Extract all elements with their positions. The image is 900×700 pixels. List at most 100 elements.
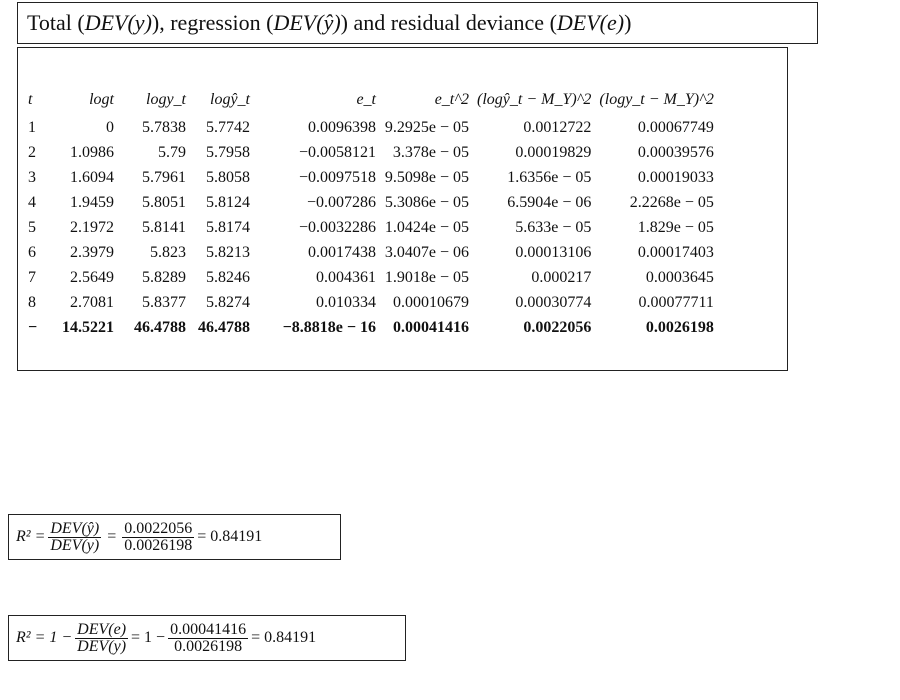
table-row: 7 2.5649 5.8289 5.8246 0.004361 1.9018e − 05 0… [24,265,718,290]
title-text-3: ) and residual deviance ( [340,10,557,35]
cell-logyhat: 5.8124 [206,193,250,211]
formula1-numerator: DEV(ŷ) [48,519,102,538]
cell-regression-square: 0.00013106 [515,243,592,261]
total-residual: −8.8818e − 16 [282,318,376,336]
cell-total-square: 0.00039576 [637,143,714,161]
cell-residual: −0.0097518 [298,168,376,186]
r-squared-residual-formula: R² = 1 − DEV(e) DEV(y) = 1 − 0.00041416 … [8,615,406,661]
cell-logy: 5.8141 [142,218,186,236]
cell-total-square: 0.00019033 [637,168,714,186]
cell-residual-squared: 9.5098e − 05 [384,168,469,186]
table-header-row: t logt logy_t logŷ_t e_t e_t^2 (logŷ_t −… [24,85,718,115]
cell-residual: 0.004361 [316,268,376,286]
cell-logyhat: 5.7742 [206,118,250,136]
cell-t: 1 [28,118,36,136]
formula2-fraction-symbolic: DEV(e) DEV(y) [75,620,129,655]
cell-t: 4 [28,193,36,211]
header-logy: logy_t [146,91,186,108]
cell-t: 3 [28,168,36,186]
cell-residual: 0.0017438 [308,243,376,261]
title-text-1: Total ( [27,10,85,35]
formula2-lhs: R² = 1 − [16,629,73,646]
cell-t: 7 [28,268,36,286]
title-text-4: ) [624,10,632,35]
formula2-numeric-numerator: 0.00041416 [168,620,249,639]
table-row: 6 2.3979 5.823 5.8213 0.0017438 3.0407e − 06 0… [24,240,718,265]
deviance-table-box: t logt logy_t logŷ_t e_t e_t^2 (logŷ_t −… [17,47,788,371]
formula1-numeric-denominator: 0.0026198 [124,536,193,554]
formula1-result: = 0.84191 [197,528,263,545]
total-regression-square: 0.0022056 [523,318,592,336]
cell-total-square: 0.00077711 [638,293,714,311]
cell-t: 2 [28,143,36,161]
total-total-square: 0.0026198 [645,318,714,336]
table-body: 1 0 5.7838 5.7742 0.0096398 9.2925e − 05 0.001… [24,115,718,340]
total-residual-squared: 0.00041416 [393,318,469,336]
cell-logyhat: 5.8174 [206,218,250,236]
cell-residual: −0.007286 [306,193,376,211]
title-symbol-total-deviance: DEV(y) [84,10,152,35]
formula1-fraction-symbolic: DEV(ŷ) DEV(y) [48,519,102,554]
cell-logt: 1.6094 [70,168,114,186]
cell-logyhat: 5.8213 [206,243,250,261]
cell-residual-squared: 0.00010679 [393,293,469,311]
cell-residual-squared: 9.2925e − 05 [384,118,469,136]
table-row: 4 1.9459 5.8051 5.8124 −0.007286 5.3086e − 05… [24,190,718,215]
title-symbol-regression-deviance: DEV(ŷ) [273,10,341,35]
cell-regression-square: 0.000217 [531,268,592,286]
header-regression-square: (logŷ_t − M_Y)^2 [477,91,592,108]
cell-regression-square: 1.6356e − 05 [507,168,592,186]
table-row: 3 1.6094 5.7961 5.8058 −0.0097518 9.5098e − 0… [24,165,718,190]
table-title: Total (DEV(y)), regression (DEV(ŷ)) and … [17,2,818,44]
header-residual: e_t [356,91,376,108]
cell-total-square: 0.0003645 [645,268,714,286]
header-t: t [28,91,33,108]
formula2-numeric-denominator: 0.0026198 [174,637,243,655]
cell-logyhat: 5.8246 [206,268,250,286]
header-residual-squared: e_t^2 [434,91,469,108]
table-total-row: − 14.5221 46.4788 46.4788 −8.8818e − 16 0.000… [24,315,718,340]
cell-regression-square: 5.633e − 05 [515,218,592,236]
formula1-denominator: DEV(y) [50,536,100,554]
total-logt: 14.5221 [62,318,114,336]
cell-regression-square: 6.5904e − 06 [507,193,592,211]
cell-residual: −0.0032286 [298,218,376,236]
cell-t: 8 [28,293,36,311]
total-t: − [28,318,38,336]
cell-logy: 5.7961 [142,168,186,186]
cell-regression-square: 0.00019829 [515,143,592,161]
cell-residual-squared: 1.9018e − 05 [384,268,469,286]
formula2-denominator: DEV(y) [77,637,127,655]
cell-logy: 5.8289 [142,268,186,286]
formula2-mid: = 1 − [131,629,166,646]
formula1-numeric-numerator: 0.0022056 [122,519,195,538]
formula1-fraction-numeric: 0.0022056 0.0026198 [122,519,195,554]
header-logt: logt [89,91,114,108]
formula2-result: = 0.84191 [251,629,317,646]
cell-residual: −0.0058121 [298,143,376,161]
cell-logt: 1.0986 [70,143,114,161]
cell-residual: 0.010334 [316,293,376,311]
cell-regression-square: 0.00030774 [515,293,592,311]
table-row: 1 0 5.7838 5.7742 0.0096398 9.2925e − 05 0.001… [24,115,718,140]
cell-logt: 2.7081 [70,293,114,311]
deviance-table: t logt logy_t logŷ_t e_t e_t^2 (logŷ_t −… [24,85,718,340]
cell-residual-squared: 3.0407e − 06 [384,243,469,261]
cell-t: 6 [28,243,36,261]
cell-logt: 2.1972 [70,218,114,236]
cell-logy: 5.79 [158,143,186,161]
cell-logy: 5.7838 [142,118,186,136]
cell-logy: 5.8377 [142,293,186,311]
cell-logt: 2.3979 [70,243,114,261]
cell-logyhat: 5.7958 [206,143,250,161]
header-total-square: (logy_t − M_Y)^2 [599,91,714,108]
formula2-fraction-numeric: 0.00041416 0.0026198 [168,620,249,655]
total-logy: 46.4788 [134,318,186,336]
title-text-2: ), regression ( [151,10,274,35]
formula1-lhs: R² = [16,528,46,545]
cell-logyhat: 5.8274 [206,293,250,311]
r-squared-regression-formula: R² = DEV(ŷ) DEV(y) = 0.0022056 0.0026198… [8,514,341,560]
cell-logyhat: 5.8058 [206,168,250,186]
cell-t: 5 [28,218,36,236]
formula2-numerator: DEV(e) [75,620,129,639]
